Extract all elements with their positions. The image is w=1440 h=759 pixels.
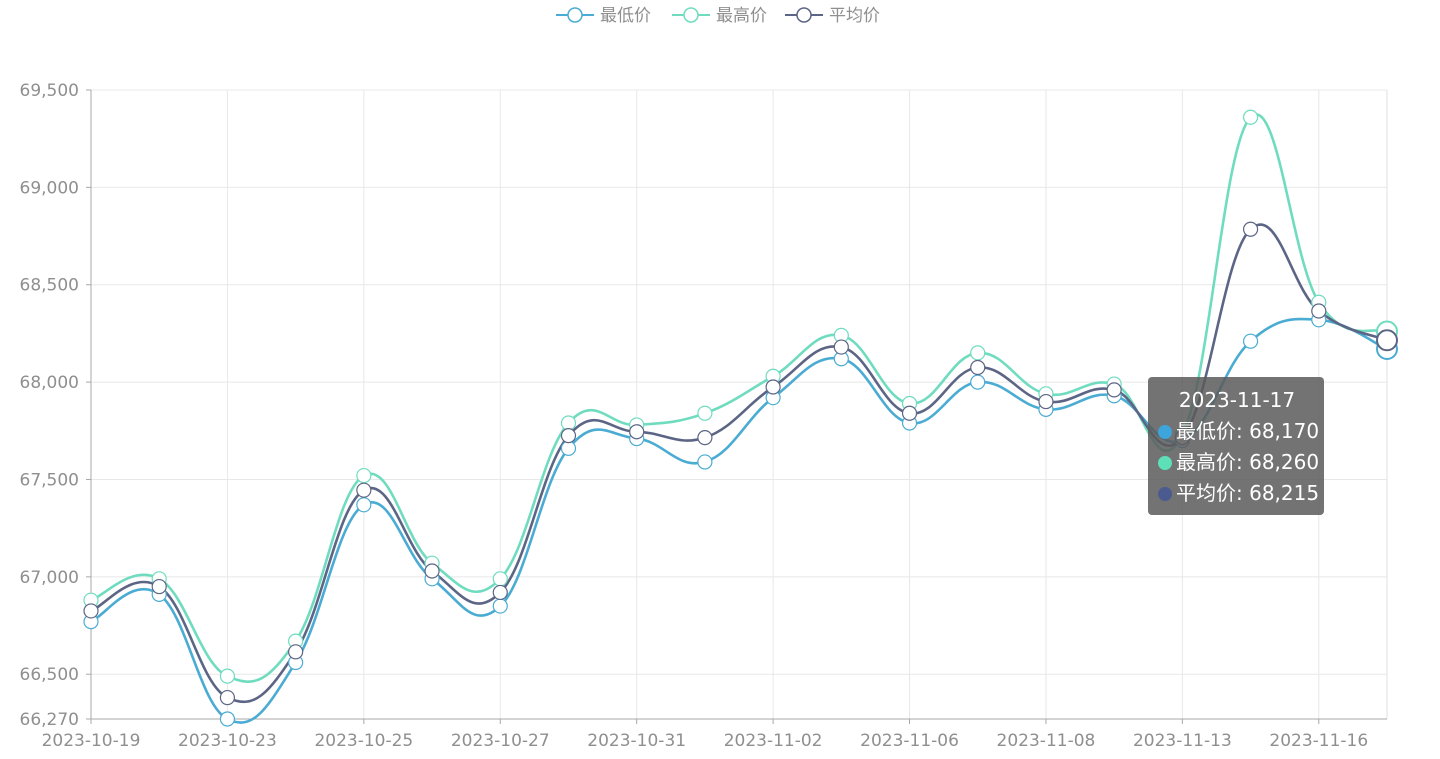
data-point[interactable]: [970, 345, 986, 361]
x-tick-label: 2023-11-16: [1269, 731, 1368, 751]
legend-item-2[interactable]: 平均价: [785, 6, 880, 26]
legend-symbol: [567, 7, 583, 23]
data-point[interactable]: [697, 454, 713, 470]
legend-label: 平均价: [829, 6, 880, 26]
tooltip-max-dot: [1158, 455, 1172, 470]
data-point[interactable]: [629, 424, 645, 440]
data-point[interactable]: [1376, 329, 1398, 352]
data-point[interactable]: [492, 584, 508, 601]
legend-item-0[interactable]: 最低价: [556, 6, 651, 26]
x-tick-label: 2023-11-02: [724, 731, 823, 751]
x-tick-label: 2023-10-23: [178, 731, 277, 751]
data-point[interactable]: [970, 359, 986, 376]
x-tick-label: 2023-10-19: [42, 731, 141, 751]
tooltip-row-max: 最高价: 68,260: [1158, 447, 1320, 478]
legend-item-1[interactable]: 最高价: [672, 6, 767, 26]
y-tick-label: 69,000: [20, 178, 79, 198]
data-point[interactable]: [356, 482, 372, 498]
data-point[interactable]: [1106, 382, 1122, 398]
data-point[interactable]: [970, 374, 986, 390]
data-point[interactable]: [83, 603, 99, 619]
legend-symbol: [796, 7, 812, 23]
tooltip-min-text: 最低价: 68,170: [1176, 419, 1320, 443]
data-point[interactable]: [219, 711, 236, 727]
data-point[interactable]: [1038, 393, 1054, 410]
data-point[interactable]: [219, 689, 236, 706]
data-point[interactable]: [697, 405, 713, 421]
x-tick-label: 2023-10-31: [587, 731, 686, 751]
y-tick-label: 68,500: [20, 276, 79, 296]
legend[interactable]: 最低价 最高价 平均价: [556, 6, 880, 26]
tooltip-title: 2023-11-17: [1178, 388, 1296, 412]
tooltip-avg-text: 平均价: 68,215: [1176, 481, 1320, 505]
data-point[interactable]: [288, 644, 304, 660]
data-point[interactable]: [560, 440, 577, 456]
data-point[interactable]: [492, 598, 508, 614]
y-tick-label: 69,500: [20, 81, 79, 101]
legend-label: 最低价: [600, 6, 651, 26]
x-tick-label: 2023-11-13: [1133, 731, 1232, 751]
y-tick-label: 67,000: [20, 568, 79, 588]
x-tick-label: 2023-11-06: [860, 731, 959, 751]
legend-symbol: [683, 7, 699, 23]
data-point[interactable]: [697, 430, 713, 446]
data-point[interactable]: [356, 497, 372, 513]
data-point[interactable]: [492, 571, 508, 587]
y-tick-label: 68,000: [20, 373, 79, 393]
y-tick-label: 67,500: [20, 470, 79, 490]
data-point[interactable]: [1311, 303, 1327, 319]
data-point[interactable]: [219, 668, 236, 684]
tooltip-avg-dot: [1158, 486, 1172, 501]
x-tick-label: 2023-10-25: [314, 731, 413, 751]
data-point[interactable]: [765, 379, 781, 395]
x-tick-label: 2023-11-08: [997, 731, 1096, 751]
legend-label: 最高价: [716, 6, 767, 26]
x-tick-label: 2023-10-27: [451, 731, 550, 751]
data-point[interactable]: [1242, 333, 1259, 349]
tooltip: 2023-11-17 最低价: 68,170 最高价: 68,260 平均价: …: [1148, 377, 1324, 515]
data-point[interactable]: [1242, 109, 1259, 125]
tooltip-row-avg: 平均价: 68,215: [1158, 478, 1320, 509]
tooltip-min-dot: [1158, 424, 1172, 439]
axes: 66,270 66,500 67,000 67,500 68,000 68,500 69,0…: [20, 81, 1387, 751]
data-point[interactable]: [833, 339, 849, 355]
data-point[interactable]: [424, 563, 440, 579]
tooltip-max-text: 最高价: 68,260: [1176, 450, 1320, 474]
y-tick-label: 66,500: [20, 665, 79, 685]
data-point[interactable]: [560, 428, 577, 444]
data-point[interactable]: [151, 578, 167, 595]
data-point[interactable]: [560, 415, 577, 431]
data-point[interactable]: [1242, 221, 1259, 237]
tooltip-row-min: 最低价: 68,170: [1158, 416, 1320, 447]
data-point[interactable]: [901, 405, 918, 421]
y-tick-label: 66,270: [20, 710, 79, 730]
data-point[interactable]: [356, 467, 372, 484]
